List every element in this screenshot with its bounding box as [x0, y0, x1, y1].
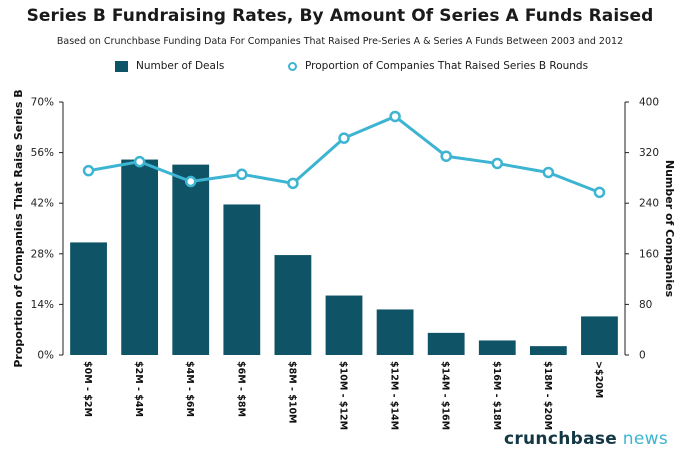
line-point — [184, 175, 197, 188]
bar — [427, 332, 465, 355]
x-tick-label: $2M - $4M — [133, 361, 144, 417]
y-right-tick-label: 240 — [639, 198, 659, 210]
legend: Number of Deals Proportion of Companies … — [0, 60, 680, 78]
legend-swatch-deals — [115, 60, 128, 72]
bar — [529, 346, 567, 355]
brand-logo: crunchbase news — [504, 429, 668, 449]
y-left-tick-label: 70% — [31, 97, 54, 109]
x-tick-label: $16M - $18M — [491, 361, 502, 430]
x-tick-label: $0M - $2M — [82, 361, 93, 417]
y-left-tick-label: 14% — [31, 299, 54, 311]
line-point — [236, 168, 248, 181]
line-point — [389, 110, 401, 123]
line-point — [82, 164, 95, 177]
series-line — [88, 114, 600, 194]
x-tick-label: $18M - $20M — [542, 361, 553, 430]
y-axis-right-title: Number of Companies — [663, 160, 676, 298]
legend-marker-proportion — [288, 61, 297, 71]
legend-label-deals: Number of Deals — [136, 60, 225, 72]
bar — [121, 159, 159, 355]
bar — [478, 340, 516, 355]
line-point — [491, 157, 504, 170]
bar — [325, 295, 363, 355]
legend-item-proportion: Proportion of Companies That Raised Seri… — [288, 60, 588, 72]
x-tick-label: $8M - $10M — [286, 361, 297, 424]
y-axis-left-title: Proportion of Companies That Raise Serie… — [12, 89, 25, 367]
y-left-tick-label: 56% — [31, 147, 54, 159]
bar — [581, 316, 618, 355]
y-left-tick-label: 42% — [31, 198, 54, 210]
y-right-tick-label: 320 — [639, 147, 659, 159]
line-point — [593, 186, 606, 199]
y-right-tick-label: 160 — [639, 248, 659, 260]
y-left-tick-label: 0% — [37, 350, 54, 362]
bar — [70, 242, 107, 355]
line-point — [440, 150, 452, 162]
bar — [376, 309, 414, 355]
legend-item-deals: Number of Deals — [115, 60, 224, 72]
chart-subtitle: Based on Crunchbase Funding Data For Com… — [56, 36, 624, 47]
line-point — [287, 177, 299, 190]
x-tick-label: $6M - $8M — [235, 361, 246, 417]
x-tick-label: >$20M — [593, 361, 604, 398]
bar — [223, 204, 261, 355]
x-tick-label: $14M - $16M — [440, 361, 451, 430]
y-right-tick-label: 80 — [639, 299, 652, 311]
line-point — [338, 132, 350, 144]
bar — [274, 255, 312, 355]
chart-title: Series B Fundraising Rates, By Amount Of… — [26, 6, 654, 26]
brand-logo-text-1: crunchbase — [503, 429, 618, 449]
x-tick-label: $4M - $6M — [184, 361, 195, 417]
x-tick-label: $12M - $14M — [389, 361, 400, 430]
brand-logo-text-2: news — [617, 429, 668, 449]
y-left-tick-label: 28% — [31, 248, 54, 260]
y-right-tick-label: 0 — [639, 350, 646, 362]
legend-label-proportion: Proportion of Companies That Raised Seri… — [305, 60, 589, 72]
line-point — [133, 155, 146, 168]
bar — [172, 164, 210, 355]
x-tick-label: $10M - $12M — [338, 361, 349, 430]
y-right-tick-label: 400 — [639, 97, 659, 109]
line-point — [542, 166, 555, 179]
